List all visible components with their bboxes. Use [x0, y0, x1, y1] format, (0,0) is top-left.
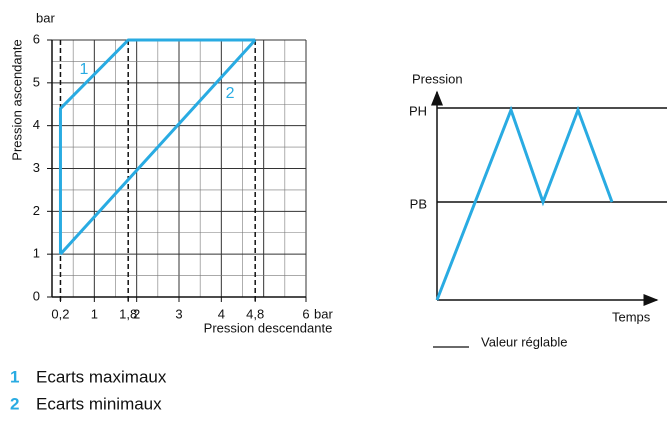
level-label: PB [410, 196, 427, 211]
legend-number: 1 [10, 367, 19, 386]
series-label: 2 [226, 85, 235, 102]
y-tick-label: 6 [33, 31, 40, 46]
y-unit: bar [36, 10, 55, 25]
series-line [58, 38, 256, 255]
x-tick-label: 3 [175, 306, 182, 321]
pressure-curve [435, 105, 614, 301]
x-tick-label: 1 [91, 306, 98, 321]
x-tick-label: 4,8 [246, 306, 264, 321]
legend-number: 2 [10, 394, 19, 413]
legend-text: Ecarts maximaux [36, 367, 167, 386]
x-tick-label: 4 [218, 306, 225, 321]
y-axis-label: Pression [412, 71, 463, 86]
legend-text: Ecarts minimaux [36, 394, 162, 413]
note: Valeur réglable [481, 334, 567, 349]
y-tick-label: 5 [33, 74, 40, 89]
diagram: Pression PH PB Temps Valeur réglable [409, 71, 667, 349]
series-line [59, 38, 257, 256]
y-tick-label: 2 [33, 203, 40, 218]
y-tick-label: 1 [33, 246, 40, 261]
x-axis-label: Temps [612, 309, 651, 324]
x-tick-label: 1,8 [119, 306, 137, 321]
y-tick-label: 0 [33, 288, 40, 303]
y-tick-label: 4 [33, 117, 40, 132]
x-unit: bar [314, 306, 333, 321]
y-axis-label: Pression ascendante [9, 39, 24, 160]
x-tick-label: 6 [302, 306, 309, 321]
y-tick-label: 3 [33, 160, 40, 175]
level-label: PH [409, 103, 427, 118]
x-tick-label: 2 [133, 306, 140, 321]
x-axis-label: Pression descendante [204, 320, 333, 335]
series-label: 1 [80, 61, 89, 78]
x-tick-label: 0,2 [51, 306, 69, 321]
